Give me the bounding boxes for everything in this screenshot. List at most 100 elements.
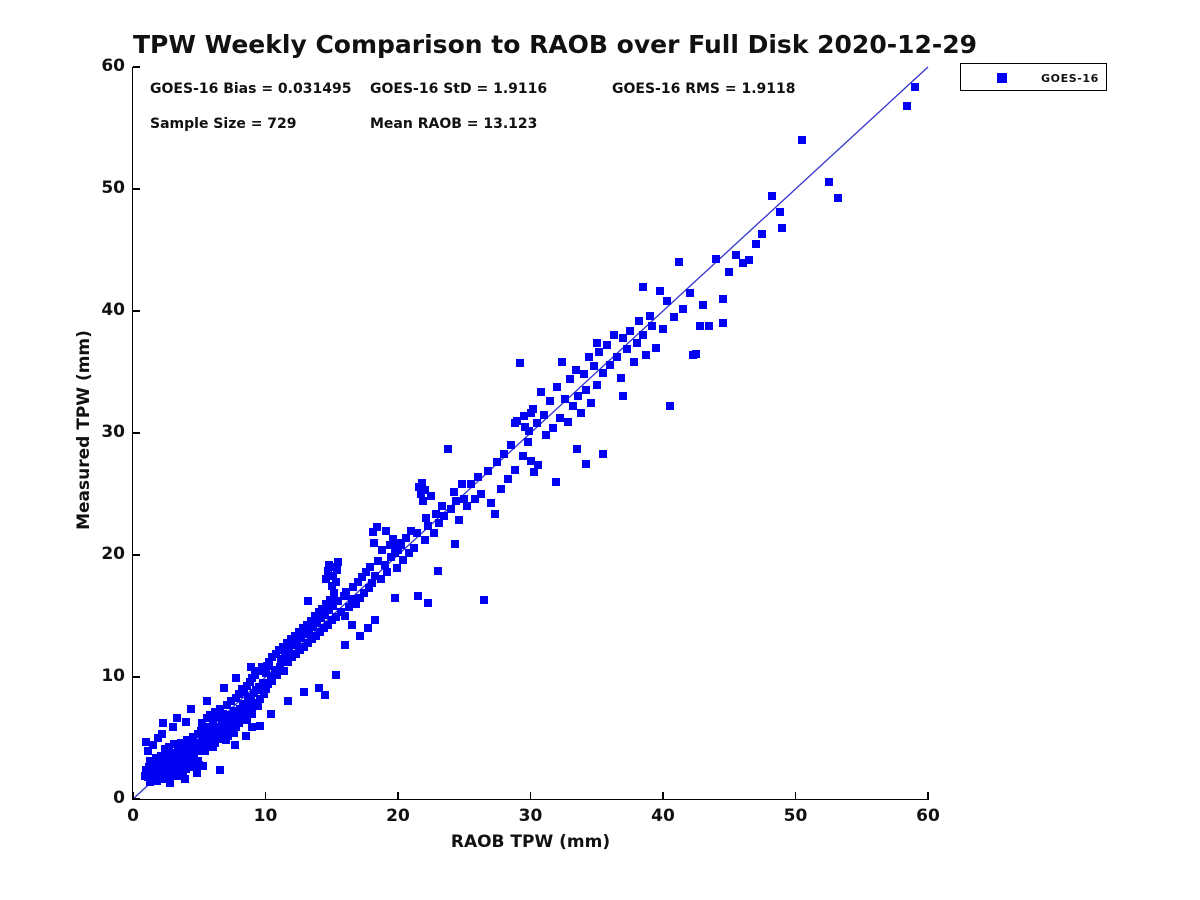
scatter-point bbox=[273, 670, 282, 679]
scatter-point bbox=[778, 224, 787, 233]
scatter-point bbox=[236, 704, 245, 713]
scatter-point bbox=[341, 612, 349, 620]
y-axis-line bbox=[132, 67, 134, 800]
scatter-point bbox=[447, 504, 455, 513]
scatter-point bbox=[299, 687, 308, 696]
x-tick-mark bbox=[397, 792, 399, 799]
scatter-point bbox=[553, 382, 561, 391]
scatter-point bbox=[652, 343, 661, 352]
scatter-point bbox=[351, 599, 360, 608]
scatter-point bbox=[313, 619, 322, 628]
scatter-point bbox=[256, 694, 265, 703]
scatter-point bbox=[314, 683, 323, 692]
scatter-point bbox=[323, 566, 332, 575]
scatter-point bbox=[568, 402, 577, 411]
scatter-point bbox=[199, 762, 208, 771]
x-tick-label: 0 bbox=[127, 806, 139, 826]
scatter-point bbox=[163, 751, 172, 760]
scatter-point bbox=[503, 475, 512, 484]
scatter-point bbox=[449, 487, 458, 496]
scatter-point bbox=[378, 546, 387, 555]
scatter-point bbox=[470, 494, 479, 503]
scatter-point bbox=[566, 375, 575, 384]
y-tick-label: 40 bbox=[101, 300, 125, 320]
scatter-point bbox=[142, 737, 151, 746]
scatter-point bbox=[248, 709, 257, 718]
scatter-point bbox=[212, 723, 221, 732]
stat-rms: GOES-16 RMS = 1.9118 bbox=[612, 81, 796, 97]
scatter-point bbox=[227, 697, 236, 706]
scatter-point bbox=[533, 419, 542, 428]
scatter-point bbox=[506, 441, 515, 450]
scatter-point bbox=[662, 297, 671, 306]
scatter-point bbox=[303, 597, 312, 606]
scatter-point bbox=[371, 571, 380, 580]
y-tick-mark bbox=[133, 66, 140, 68]
scatter-point bbox=[689, 350, 698, 359]
chart-title: TPW Weekly Comparison to RAOB over Full … bbox=[133, 30, 978, 59]
scatter-point bbox=[572, 444, 581, 453]
scatter-point bbox=[207, 725, 216, 734]
y-tick-label: 50 bbox=[101, 178, 125, 198]
scatter-point bbox=[480, 596, 489, 605]
scatter-point bbox=[725, 267, 734, 276]
scatter-point bbox=[232, 674, 241, 683]
scatter-point bbox=[641, 350, 650, 359]
scatter-point bbox=[579, 370, 588, 379]
legend: GOES-16 bbox=[960, 63, 1107, 91]
stat-bias: GOES-16 Bias = 0.031495 bbox=[150, 81, 352, 97]
scatter-point bbox=[248, 723, 257, 732]
scatter-point bbox=[387, 553, 396, 562]
scatter-point bbox=[409, 543, 418, 552]
scatter-point bbox=[188, 732, 197, 741]
scatter-point bbox=[639, 331, 648, 340]
scatter-point bbox=[245, 703, 254, 712]
scatter-point bbox=[211, 708, 220, 717]
scatter-point bbox=[382, 526, 391, 535]
y-tick-mark bbox=[133, 676, 140, 678]
scatter-point bbox=[440, 511, 449, 520]
scatter-point bbox=[148, 759, 157, 768]
scatter-point bbox=[256, 721, 265, 730]
scatter-point bbox=[486, 498, 495, 507]
scatter-point bbox=[364, 583, 373, 592]
scatter-point bbox=[698, 300, 707, 309]
x-tick-mark bbox=[132, 792, 134, 799]
scatter-point bbox=[399, 555, 408, 564]
y-tick-mark bbox=[133, 554, 140, 556]
scatter-point bbox=[270, 665, 279, 674]
scatter-point bbox=[606, 360, 614, 369]
scatter-point bbox=[164, 742, 173, 751]
scatter-point bbox=[609, 331, 618, 340]
scatter-point bbox=[623, 344, 632, 353]
x-tick-label: 40 bbox=[651, 806, 675, 826]
scatter-point bbox=[592, 338, 601, 347]
scatter-point bbox=[219, 730, 228, 739]
scatter-point bbox=[574, 392, 583, 401]
scatter-point bbox=[367, 579, 376, 588]
scatter-point bbox=[571, 365, 580, 374]
scatter-point bbox=[355, 593, 364, 602]
scatter-point bbox=[366, 563, 375, 572]
y-tick-mark bbox=[133, 188, 140, 190]
scatter-point bbox=[767, 192, 776, 201]
scatter-point bbox=[284, 697, 293, 706]
x-tick-mark bbox=[662, 792, 664, 799]
scatter-point bbox=[525, 426, 534, 435]
scatter-point bbox=[549, 424, 558, 433]
scatter-point bbox=[371, 615, 380, 624]
scatter-point bbox=[775, 208, 784, 217]
y-tick-mark bbox=[133, 310, 140, 312]
scatter-point bbox=[168, 748, 177, 757]
scatter-point bbox=[168, 723, 177, 732]
scatter-point bbox=[342, 587, 351, 596]
scatter-point bbox=[348, 582, 357, 591]
scatter-point bbox=[555, 414, 564, 423]
scatter-point bbox=[718, 294, 727, 303]
scatter-point bbox=[391, 593, 400, 602]
scatter-point bbox=[665, 402, 674, 411]
scatter-point bbox=[372, 522, 381, 531]
scatter-point bbox=[678, 304, 687, 313]
scatter-point bbox=[376, 575, 385, 584]
x-tick-label: 20 bbox=[386, 806, 410, 826]
